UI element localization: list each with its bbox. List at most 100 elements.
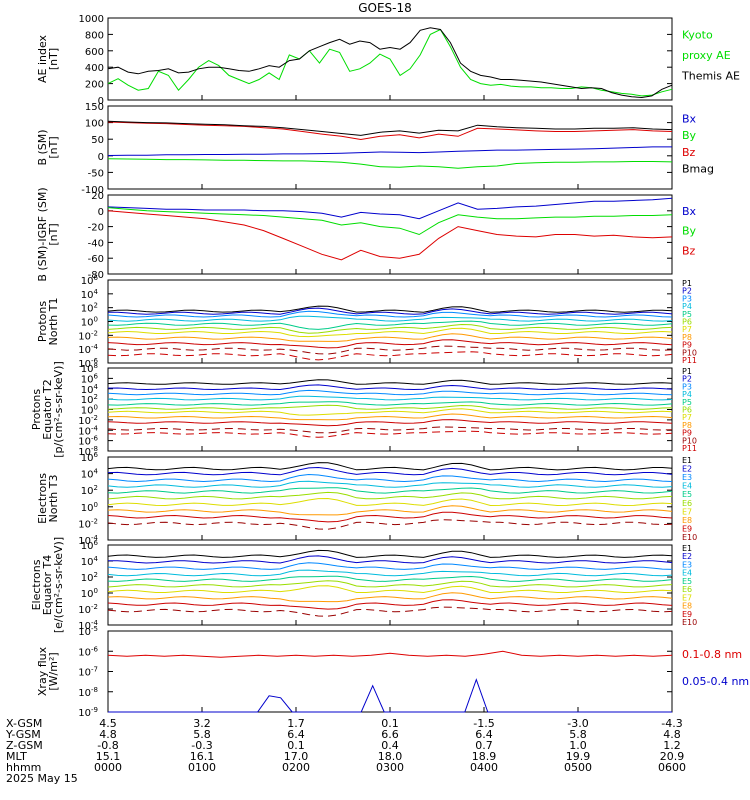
x-row-value: 0.1 [287, 739, 305, 752]
legend-entry: E7 [682, 593, 692, 602]
y-tick-label: 0 [98, 152, 104, 163]
channel-line-4 [107, 315, 673, 322]
legend-entry: E5 [682, 490, 692, 499]
legend-entry: E2 [682, 552, 692, 561]
panel-1: 0 200 400 600 800 1000 AE index[nT] Kyoto proxy … [36, 14, 740, 107]
series-line-1 [107, 650, 673, 658]
y-tick-label: -20 [88, 223, 104, 234]
legend-entry: E3 [682, 473, 692, 482]
legend-entry: E5 [682, 577, 692, 586]
legend-entry: P3 [682, 382, 692, 391]
x-row-value: -3.0 [567, 717, 588, 730]
legend-entry: P10 [682, 436, 697, 445]
y-tick-label: 10-4 [78, 424, 98, 437]
channel-line-10 [107, 519, 673, 530]
chart-title: GOES-18 [358, 1, 412, 15]
y-tick-label: 102 [81, 484, 98, 497]
y-tick-label: 10-4 [78, 619, 98, 632]
series-line-2 [107, 158, 673, 169]
legend-entry: E4 [682, 482, 692, 491]
channel-line-1 [107, 379, 673, 385]
x-row-value: 6.6 [381, 728, 399, 741]
legend-entry: P7 [682, 413, 692, 422]
legend-entry: P5 [682, 398, 692, 407]
legend-entry: P11 [682, 356, 697, 365]
series-line-4 [107, 120, 673, 136]
legend-entry: P9 [682, 341, 692, 350]
x-row-value: 6.4 [475, 728, 493, 741]
channel-line-1 [107, 305, 673, 313]
channel-line-7 [107, 408, 673, 416]
x-row-value: 18.0 [378, 750, 403, 763]
legend-entry: P9 [682, 429, 692, 438]
y-axis-label: ProtonsNorth T1 [36, 298, 60, 346]
channel-line-8 [107, 413, 673, 421]
series-line-1 [107, 28, 673, 97]
y-tick-label: 10-2 [78, 517, 98, 530]
panel-2: -100 -50 0 50 100 150 B (SM)[nT] Bx By Bz Bmag [36, 102, 714, 196]
x-row-value: 0.7 [475, 739, 493, 752]
x-row-value: 0100 [188, 761, 216, 774]
legend-entry: P11 [682, 444, 697, 453]
y-tick-label: 10-8 [78, 686, 98, 699]
channel-line-8 [107, 592, 673, 603]
y-tick-label: 10-2 [78, 414, 98, 427]
channel-line-7 [107, 327, 673, 338]
y-tick-label: 100 [81, 316, 98, 329]
legend-entry: Themis AE [681, 70, 740, 83]
x-row-value: 15.1 [96, 750, 121, 763]
channel-line-5 [107, 320, 673, 330]
y-tick-label: 106 [81, 274, 99, 287]
channel-line-3 [107, 310, 673, 318]
y-tick-label: 106 [81, 451, 99, 464]
panel-3: -80 -60 -40 -20 0 20 B (SM)-IGRF (SM)[nT] Bx By B… [36, 187, 697, 281]
channel-line-5 [107, 575, 673, 582]
y-tick-label: -50 [88, 168, 104, 179]
legend-entry: P2 [682, 375, 692, 384]
channel-line-9 [107, 511, 673, 523]
legend-entry: By [682, 225, 697, 238]
x-row-value: 1.7 [287, 717, 305, 730]
channel-line-4 [107, 569, 673, 577]
legend-entry: E2 [682, 465, 692, 474]
legend-entry: Bx [682, 205, 697, 218]
x-row-value: -0.8 [97, 739, 118, 752]
y-tick-label: 400 [85, 63, 104, 74]
y-tick-label: 200 [85, 80, 104, 91]
legend-entry: proxy AE [682, 49, 731, 62]
channel-line-9 [107, 339, 673, 349]
y-tick-label: 10-9 [78, 706, 98, 719]
channel-line-10 [107, 606, 673, 617]
x-row-value: 0200 [282, 761, 310, 774]
legend-entry: P3 [682, 294, 692, 303]
channel-line-5 [107, 487, 673, 494]
y-tick-label: 10-2 [78, 329, 98, 342]
x-row-value: 4.8 [663, 728, 681, 741]
channel-line-10 [107, 345, 673, 355]
channel-line-11 [107, 351, 673, 361]
x-row-value: 16.1 [190, 750, 215, 763]
series-line-2 [108, 678, 672, 713]
y-tick-label: 106 [81, 539, 99, 552]
x-row-value: 19.9 [566, 750, 591, 763]
x-row-value: 5.8 [193, 728, 211, 741]
x-row-value: 0300 [376, 761, 404, 774]
y-axis-label: B (SM)-IGRF (SM)[nT] [36, 187, 60, 281]
channel-line-8 [107, 333, 673, 342]
legend-entry: 0.05-0.4 nm [682, 675, 749, 688]
legend-entry: P4 [682, 390, 692, 399]
x-row-value: 4.5 [99, 717, 117, 730]
series-line-3 [107, 121, 673, 141]
y-tick-label: 10-4 [78, 343, 98, 356]
legend-entry: Bx [682, 113, 697, 126]
series-line-2 [107, 207, 673, 236]
y-tick-label: 10-5 [78, 625, 98, 638]
panel-frame [107, 105, 673, 190]
y-tick-label: 100 [81, 404, 98, 417]
channel-line-4 [107, 395, 673, 401]
legend-entry: E1 [682, 544, 692, 553]
y-tick-label: 10-2 [78, 603, 98, 616]
channel-line-2 [107, 466, 673, 476]
